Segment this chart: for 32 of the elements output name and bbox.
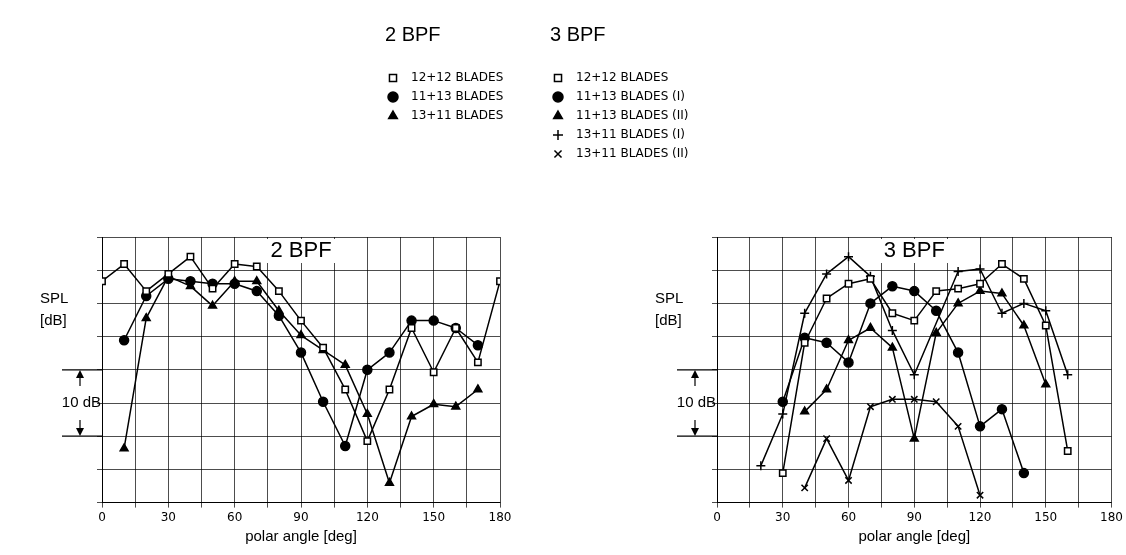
legend-label: 12+12 BLADES — [576, 70, 669, 85]
text: 10 dB — [676, 393, 716, 411]
x-tick-label: 90 — [293, 509, 309, 524]
x-tick-label: 60 — [840, 509, 857, 524]
y-axis-title: SPL [dB] — [655, 289, 684, 329]
legend-label: 11+13 BLADES (II) — [576, 108, 689, 123]
x-tick-label: 120 — [968, 509, 992, 524]
legend-title: 2 BPF — [385, 22, 441, 45]
chart-title: 3 BPF — [883, 237, 945, 263]
legend-label: 11+13 BLADES — [411, 89, 504, 104]
x-tick-label: 180 — [488, 509, 512, 524]
legend-label: 13+11 BLADES (I) — [576, 127, 685, 142]
x-axis-title: polar angle [deg] — [245, 527, 357, 545]
y-axis-title: SPL [dB] — [40, 289, 69, 329]
x-tick-label: 60 — [227, 509, 243, 524]
x-tick-label: 150 — [422, 509, 446, 524]
x-tick-label: 30 — [775, 509, 791, 524]
x-tick-label: 0 — [98, 509, 106, 524]
x-tick-label: 0 — [713, 509, 721, 524]
x-tick-label: 180 — [1100, 509, 1123, 524]
x-axis-title: polar angle [deg] — [858, 527, 971, 545]
x-tick-label: 120 — [355, 509, 379, 524]
text: 10 dB — [61, 393, 101, 411]
legend-label: 13+11 BLADES — [411, 108, 504, 123]
chart-title: 2 BPF — [270, 237, 332, 263]
x-tick-label: 30 — [160, 509, 176, 524]
legend-title: 3 BPF — [550, 22, 606, 45]
legend-label: 12+12 BLADES — [411, 70, 504, 85]
legend-label: 13+11 BLADES (II) — [576, 146, 689, 161]
x-tick-label: 150 — [1034, 509, 1058, 524]
x-tick-label: 90 — [906, 509, 922, 524]
legend-label: 11+13 BLADES (I) — [576, 89, 685, 104]
